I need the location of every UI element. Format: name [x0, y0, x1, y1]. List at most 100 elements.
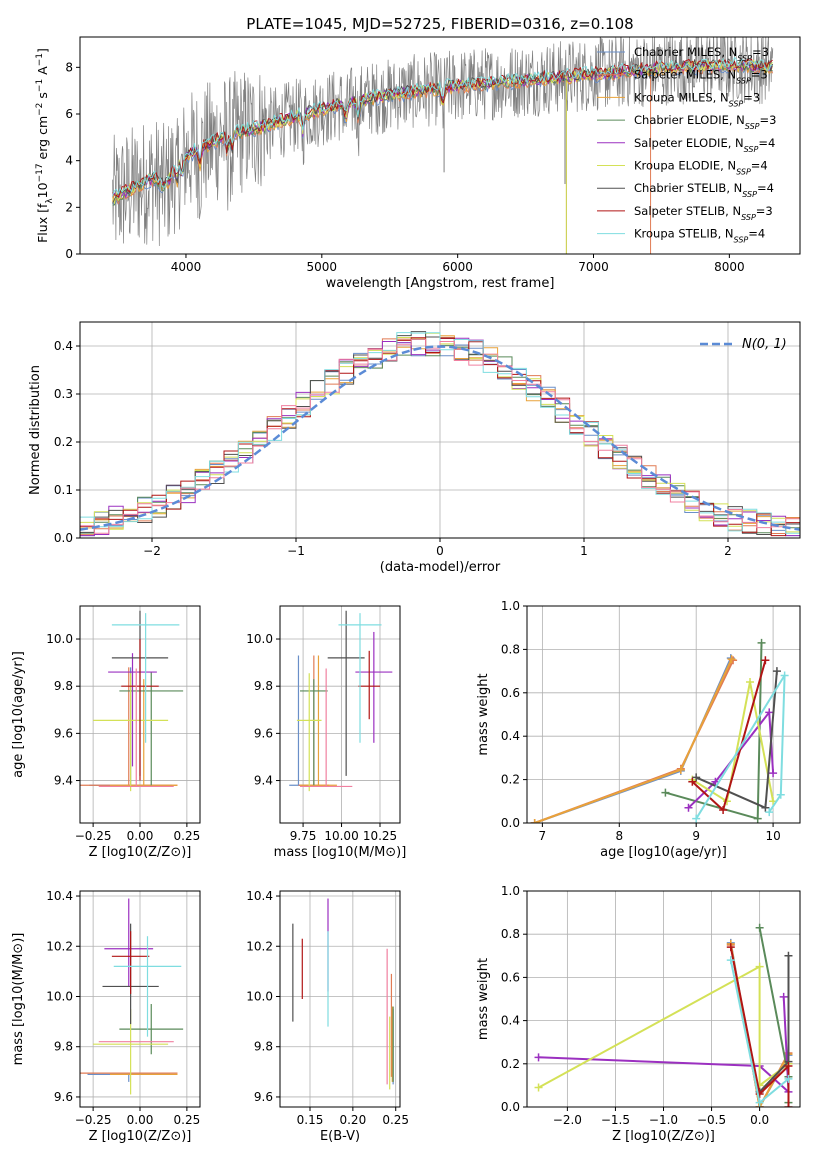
- y-tick-label: 0.0: [54, 531, 73, 545]
- x-tick-label: 6000: [442, 260, 473, 274]
- age_vs_Z-x-label: Z [log10(Z/Z⊙)]: [89, 845, 192, 860]
- x-tick-label: 7000: [578, 260, 609, 274]
- gaussian-curve: [80, 345, 800, 531]
- y-tick-label: 0.1: [54, 483, 73, 497]
- x-tick-label: −0.25: [75, 1113, 112, 1127]
- massweight_vs_age-x-label: age [log10(age/yr)]: [600, 845, 727, 860]
- x-tick-label: 2: [724, 544, 732, 558]
- mass-weight-marker: [755, 1098, 764, 1107]
- legend-entry: Kroupa STELIB, NSSP=4: [634, 227, 765, 245]
- y-tick-label: 10.0: [46, 632, 73, 646]
- x-tick-label: 0.00: [127, 829, 154, 843]
- mass-weight-marker: [765, 808, 774, 817]
- y-tick-label: 0.4: [501, 1014, 520, 1028]
- x-tick-label: 10: [765, 829, 780, 843]
- y-tick-label: 10.0: [46, 989, 73, 1003]
- y-tick-label: 10.0: [246, 632, 273, 646]
- residual-x-label: (data-model)/error: [380, 560, 501, 575]
- mass_vs_EBV-plot-area: [292, 898, 394, 1090]
- mass-weight-marker: [776, 790, 785, 799]
- y-tick-label: 0.6: [501, 686, 520, 700]
- observed-spectrum: [112, 37, 774, 247]
- axes-frame: [279, 605, 401, 824]
- y-tick-label: 9.6: [54, 726, 73, 740]
- mass_vs_Z-frame-group: −0.25 0.00 0.25 9.6 9.8 10.0 10.2 10.4 Z [log10(…: [11, 889, 201, 1144]
- age_vs_Z-frame-group: −0.25 0.00 0.25 9.4 9.6 9.8 10.0 Z [log10(Z/Z⊙)…: [11, 605, 201, 860]
- mass_vs_Z-axes: −0.25 0.00 0.25 9.6 9.8 10.0 10.2 10.4 Z [log10(…: [11, 889, 201, 1144]
- massweight_vs_Z-y-label: mass weight: [476, 958, 491, 1040]
- mass-weight-line: [695, 674, 786, 820]
- massweight_vs_Z-plot-area: [534, 923, 793, 1107]
- age_vs_mass-plot-area: [289, 610, 393, 792]
- age_vs_mass-frame-group: 9.75 10.00 10.25 9.4 9.6 9.8 10.0 mass [log10(M…: [246, 605, 407, 860]
- y-tick-label: 4: [65, 154, 73, 168]
- mass_vs_EBV-axes: 0.15 0.20 0.25 9.6 9.8 10.0 10.2 10.4 E(B-V): [246, 889, 409, 1144]
- y-tick-label: 2: [65, 200, 73, 214]
- legend-entry: Chabrier ELODIE, NSSP=3: [634, 113, 776, 131]
- mass-weight-marker: [534, 1053, 543, 1062]
- x-tick-label: 0.25: [174, 829, 201, 843]
- x-tick-label: 1: [580, 544, 588, 558]
- y-tick-label: 9.8: [254, 1040, 273, 1054]
- y-tick-label: 9.8: [54, 679, 73, 693]
- y-tick-label: 10.2: [246, 939, 273, 953]
- x-tick-label: 0: [436, 544, 444, 558]
- x-tick-label: 10.25: [363, 829, 397, 843]
- x-tick-label: −1: [287, 544, 305, 558]
- age_vs_Z-axes: −0.25 0.00 0.25 9.4 9.6 9.8 10.0 Z [log10(Z/Z⊙)…: [11, 605, 201, 860]
- x-tick-label: 7: [539, 829, 547, 843]
- model-spectrum: [112, 58, 774, 204]
- x-tick-label: 0.00: [127, 1113, 154, 1127]
- massweight_vs_age-plot-area: [530, 638, 789, 823]
- y-tick-label: 0.3: [54, 387, 73, 401]
- spectrum-y-label: Flux [fλ10−17 erg cm−2 s−1 A−1]: [35, 48, 55, 243]
- residual-y-label: Normed distribution: [28, 365, 43, 495]
- mass-weight-marker: [755, 962, 764, 971]
- mass_vs_Z-y-label: mass [log10(M/M⊙)]: [11, 933, 26, 1066]
- y-tick-label: 0.2: [501, 1057, 520, 1071]
- gaussian-legend-label: N(0, 1): [742, 337, 787, 352]
- spectrum-x-label: wavelength [Angstrom, rest frame]: [326, 276, 555, 291]
- legend-entry: Kroupa ELODIE, NSSP=4: [634, 159, 768, 177]
- y-tick-label: 9.8: [254, 679, 273, 693]
- mass-weight-marker: [761, 803, 770, 812]
- mass-weight-marker: [692, 773, 701, 782]
- y-tick-label: 0.8: [501, 642, 520, 656]
- mass-weight-marker: [753, 814, 762, 823]
- y-tick-label: 0.2: [54, 435, 73, 449]
- x-tick-label: 9.75: [290, 829, 317, 843]
- y-tick-label: 0.8: [501, 927, 520, 941]
- mass-weight-marker: [530, 819, 539, 823]
- y-tick-label: 0: [65, 247, 73, 261]
- model-spectrum: [112, 58, 773, 204]
- x-tick-label: 8000: [714, 260, 745, 274]
- y-tick-label: 10.2: [46, 939, 73, 953]
- y-tick-label: 10.4: [46, 889, 73, 903]
- mass-weight-marker: [727, 655, 736, 664]
- residuals-frame-group: −2 −1 0 1 2 0.0 0.1 0.2 0.3 0.4 N(0, 1) (data-model…: [28, 321, 801, 575]
- mass-weight-marker: [757, 638, 766, 647]
- age_vs_mass-x-label: mass [log10(M/M⊙)]: [274, 845, 407, 860]
- y-tick-label: 9.4: [254, 774, 273, 788]
- mass_vs_EBV-frame-group: 0.15 0.20 0.25 9.6 9.8 10.0 10.2 10.4 E(B-V): [246, 889, 409, 1144]
- y-tick-label: 1.0: [501, 884, 520, 898]
- y-tick-label: 9.8: [54, 1040, 73, 1054]
- plot-layer: 4000 5000 6000 7000 8000 0 2 4 6 8 Chabrier MILES,…: [11, 36, 801, 1144]
- age_vs_mass-axes: 9.75 10.00 10.25 9.4 9.6 9.8 10.0 mass [log10(M…: [246, 605, 407, 860]
- mass_vs_Z-plot-area: [80, 898, 184, 1095]
- mass-weight-marker: [661, 788, 670, 797]
- mass-weight-line: [691, 681, 775, 803]
- y-tick-label: 9.6: [254, 1090, 273, 1104]
- y-tick-label: 0.2: [501, 773, 520, 787]
- axes-frame: [279, 890, 401, 1108]
- age_vs_Z-y-label: age [log10(age/yr)]: [11, 651, 26, 778]
- x-tick-label: 0.25: [382, 1113, 409, 1127]
- mass-weight-marker: [765, 708, 774, 717]
- residuals-plot-area: [80, 331, 800, 537]
- massweight_vs_Z-axes: −2.0 −1.5 −1.0 −0.5 0.0 0.0 0.2 0.4 0.6 0.8 1.0 Z […: [476, 884, 801, 1144]
- y-tick-label: 9.6: [254, 726, 273, 740]
- mass-weight-marker: [746, 677, 755, 686]
- x-tick-label: −2.0: [553, 1113, 582, 1127]
- y-tick-label: 0.6: [501, 970, 520, 984]
- x-tick-label: 0.15: [297, 1113, 324, 1127]
